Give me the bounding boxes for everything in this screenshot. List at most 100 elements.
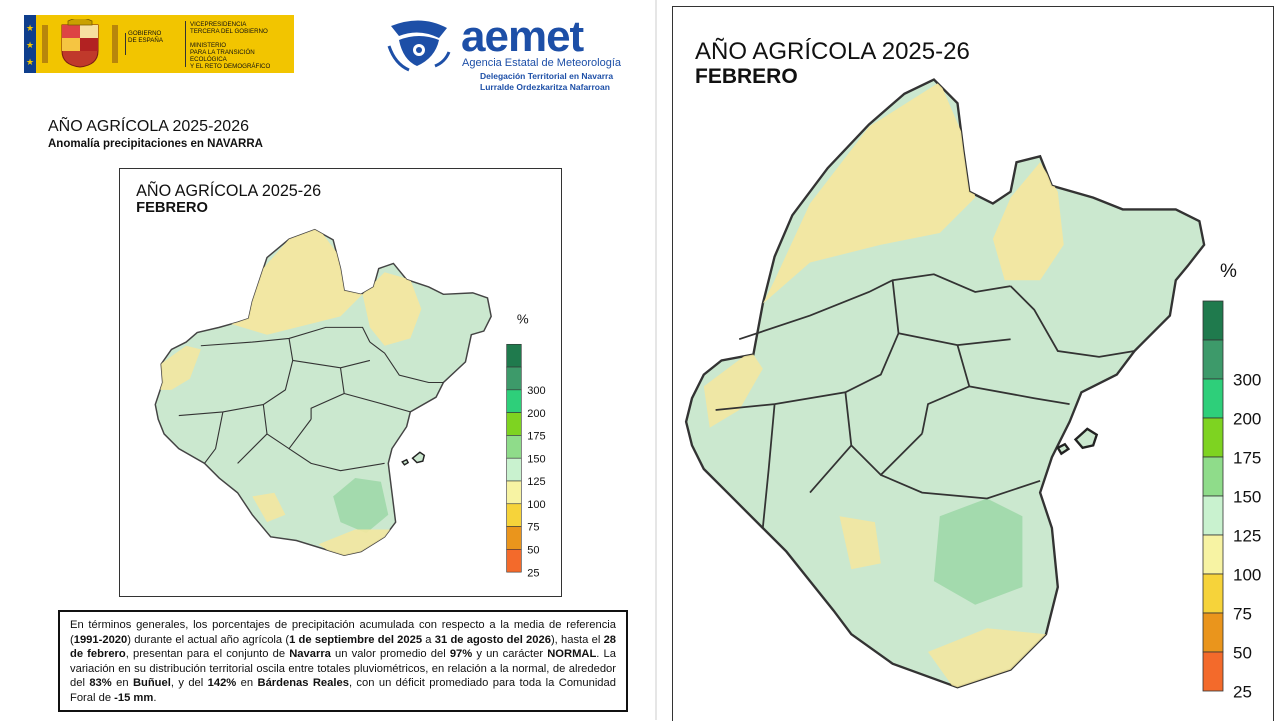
legend-swatch <box>1202 300 1224 341</box>
svg-text:★: ★ <box>26 23 34 33</box>
map-small-svg: AÑO AGRÍCOLA 2025-26 FEBRERO % 300 200 175… <box>136 180 546 580</box>
page-subtitle: Anomalía precipitaciones en NAVARRA <box>48 138 263 150</box>
character-value: NORMAL <box>547 648 597 661</box>
map-legend: 300 200 175 150 125 100 75 50 25 <box>506 343 546 579</box>
description-fragment: , y del <box>170 677 208 690</box>
legend-label: 75 <box>1233 604 1252 623</box>
legend-swatch <box>1202 339 1224 380</box>
legend-swatch <box>1202 573 1224 614</box>
anomaly-zones-large <box>703 81 1064 688</box>
legend-swatch <box>506 343 522 368</box>
legend-label: 125 <box>1233 526 1261 545</box>
page-title: AÑO AGRÍCOLA 2025-2026 <box>48 118 249 135</box>
svg-text:★: ★ <box>26 40 34 50</box>
legend-label: 75 <box>527 522 539 534</box>
legend-swatch <box>1202 651 1224 692</box>
map-month-large: FEBRERO <box>695 65 798 88</box>
max-value: 142% <box>207 677 237 690</box>
description-fragment: . La variación en su distribución territ… <box>70 648 616 690</box>
deficit-value: -15 mm <box>114 691 154 704</box>
map-title-large: AÑO AGRÍCOLA 2025-26 <box>695 38 970 65</box>
aemet-wordmark: aemet <box>461 12 584 61</box>
eu-flag-strip: ★ ★ ★ <box>24 15 36 73</box>
legend-label: 25 <box>1233 682 1252 701</box>
aemet-swirl-icon <box>387 20 451 72</box>
ministry-label: VICEPRESIDENCIA TERCERA DEL GOBIERNO MIN… <box>190 21 290 70</box>
legend-label: 300 <box>527 385 545 397</box>
gobierno-line: GOBIERNO <box>128 30 162 37</box>
current-date: 28 de febrero <box>70 633 617 661</box>
start-date: 1 de septiembre del 2025 <box>289 633 423 646</box>
panel-divider <box>655 0 657 720</box>
description-fragment: , con un déficit promediado para toda la… <box>70 677 616 704</box>
legend-swatch <box>1202 495 1224 536</box>
district-borders <box>178 326 444 472</box>
min-place: Buñuel <box>132 677 171 690</box>
description-fragment: . <box>153 691 157 704</box>
delegation-name-basque: Lurralde Ordezkaritza Nafarroan <box>480 82 610 92</box>
legend-label: 50 <box>527 545 539 557</box>
description-fragment: , presentan para el conjunto de <box>125 648 290 661</box>
gobierno-espana-logo: ★ ★ ★ GOBIERNO DE ESPAÑA VICEPRESIDENCIA… <box>24 15 294 73</box>
coat-of-arms-icon <box>42 19 118 68</box>
legend-label: 50 <box>1233 643 1252 662</box>
legend-label: 200 <box>527 408 545 420</box>
legend-swatch <box>1202 534 1224 575</box>
legend-swatch <box>506 412 522 436</box>
description-fragment: En términos generales, los porcentajes d… <box>70 619 616 646</box>
legend-label: 100 <box>527 499 545 511</box>
max-place: Bárdenas Reales <box>257 677 349 690</box>
map-month: FEBRERO <box>136 200 208 216</box>
legend-label: 175 <box>527 431 545 443</box>
legend-label: 150 <box>1233 487 1261 506</box>
legend-swatch <box>506 480 522 505</box>
legend-swatch <box>506 435 522 459</box>
description-fragment: a <box>422 633 435 646</box>
ministry-line: MINISTERIO <box>190 42 227 49</box>
legend-label: 200 <box>1233 409 1261 428</box>
district-borders-large <box>715 273 1135 529</box>
aemet-logo: aemet Agencia Estatal de Meteorología De… <box>385 12 637 98</box>
report-panel: ★ ★ ★ GOBIERNO DE ESPAÑA VICEPRESIDENCIA… <box>24 12 637 712</box>
separator <box>185 21 186 67</box>
legend-swatch <box>506 503 522 527</box>
legend-swatch <box>506 389 522 413</box>
region-name: Navarra <box>289 648 331 661</box>
legend-label: 150 <box>527 453 545 465</box>
average-value: 97% <box>449 648 473 661</box>
map-large-svg: AÑO AGRÍCOLA 2025-26 FEBRERO % 300 200 175… <box>684 38 1261 701</box>
legend-swatch <box>1202 378 1224 419</box>
reference-period: 1991-2020 <box>73 633 128 646</box>
agency-name: Agencia Estatal de Meteorología <box>462 57 621 69</box>
legend-label: 175 <box>1233 448 1261 467</box>
legend-label: 300 <box>1233 370 1261 389</box>
ministry-line: PARA LA TRANSICIÓN ECOLÓGICA <box>190 49 255 63</box>
description-fragment: ), hasta el <box>550 633 604 646</box>
legend-swatch <box>506 526 522 550</box>
espana-line: DE ESPAÑA <box>128 37 163 44</box>
svg-text:★: ★ <box>26 57 34 67</box>
gobierno-label: GOBIERNO DE ESPAÑA <box>128 30 184 44</box>
description-fragment: y un carácter <box>472 648 548 661</box>
ministry-line: Y EL RETO DEMOGRÁFICO <box>190 63 271 70</box>
legend-swatch <box>1202 456 1224 497</box>
legend-unit-large: % <box>1220 261 1237 282</box>
anomaly-zones <box>160 229 422 556</box>
map-legend-large: 300 200 175 150 125 100 75 50 25 <box>1202 300 1261 701</box>
description-fragment: en <box>111 677 133 690</box>
precipitation-map-large: AÑO AGRÍCOLA 2025-26 FEBRERO % 300 200 175… <box>672 6 1274 721</box>
precipitation-map-small: AÑO AGRÍCOLA 2025-26 FEBRERO % 300 200 175… <box>119 168 562 597</box>
stars-icon: ★ ★ ★ <box>26 23 34 67</box>
description-fragment: ) durante el actual año agrícola ( <box>127 633 290 646</box>
legend-unit: % <box>517 312 529 327</box>
end-date: 31 de agosto del 2026 <box>434 633 551 646</box>
ministry-line: TERCERA DEL GOBIERNO <box>190 28 268 35</box>
enclave-shape <box>1073 427 1099 450</box>
enclave-shape <box>1056 442 1071 456</box>
legend-swatch <box>1202 612 1224 653</box>
legend-swatch <box>506 549 522 573</box>
legend-swatch <box>506 366 522 391</box>
legend-swatch <box>1202 417 1224 458</box>
legend-swatch <box>506 457 522 482</box>
description-fragment: en <box>236 677 258 690</box>
